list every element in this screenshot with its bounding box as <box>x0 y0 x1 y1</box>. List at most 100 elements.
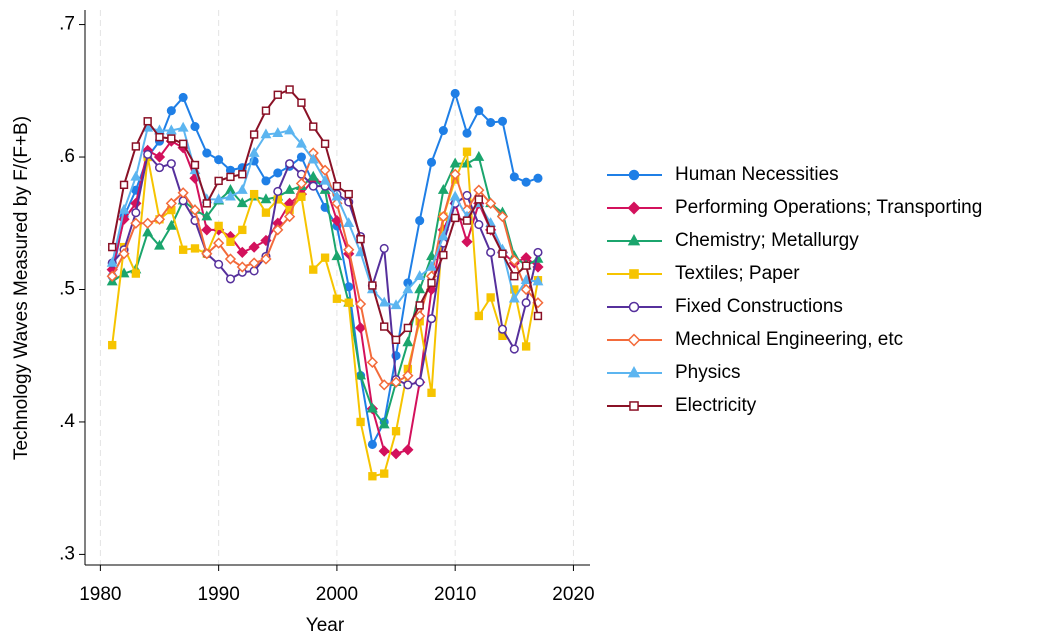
legend-label: Textiles; Paper <box>675 263 800 284</box>
data-point <box>485 197 497 210</box>
data-point <box>155 132 164 142</box>
data-point <box>390 448 402 460</box>
legend-label: Electricity <box>675 395 757 416</box>
data-point <box>307 153 319 164</box>
data-point <box>402 336 414 347</box>
data-point <box>415 301 424 310</box>
data-point <box>248 146 260 157</box>
data-point <box>261 208 271 217</box>
data-point <box>331 250 343 261</box>
data-point <box>368 281 377 290</box>
data-point <box>378 445 390 457</box>
data-point <box>236 184 248 194</box>
legend-marker <box>629 269 639 279</box>
data-point <box>213 193 225 204</box>
legend-marker <box>627 201 641 215</box>
legend-marker <box>627 366 641 378</box>
legend-marker <box>628 169 640 181</box>
data-point <box>344 298 353 307</box>
data-point <box>450 88 460 98</box>
x-tick-label: 2010 <box>434 584 476 605</box>
data-point <box>366 402 378 413</box>
data-point <box>224 253 237 265</box>
data-point <box>391 427 401 436</box>
data-point <box>165 124 177 135</box>
data-point <box>415 216 425 226</box>
data-point <box>462 190 472 200</box>
data-point <box>427 278 436 288</box>
data-point <box>319 174 331 185</box>
data-point <box>260 253 272 265</box>
data-point <box>272 224 284 236</box>
data-point <box>143 117 152 126</box>
data-point <box>154 163 165 173</box>
data-point <box>509 172 519 182</box>
data-point <box>354 322 367 334</box>
data-point <box>154 239 165 250</box>
data-point <box>261 106 271 115</box>
data-point <box>486 293 495 302</box>
data-point <box>520 283 532 296</box>
data-point <box>473 150 485 161</box>
data-point <box>309 122 318 131</box>
data-point <box>285 159 295 169</box>
data-point <box>260 193 272 204</box>
data-point <box>202 199 211 208</box>
data-point <box>309 265 318 274</box>
x-tick-label: 1990 <box>198 584 240 605</box>
data-point <box>249 189 259 199</box>
data-point <box>273 168 283 178</box>
data-point <box>474 311 483 321</box>
data-point <box>414 310 426 322</box>
data-point <box>427 388 436 397</box>
data-point <box>426 250 437 261</box>
data-point <box>354 298 367 310</box>
data-point <box>462 147 472 156</box>
data-point <box>131 208 141 218</box>
data-point <box>462 216 472 225</box>
data-point <box>225 274 236 284</box>
data-point <box>380 322 389 331</box>
data-point <box>437 211 449 223</box>
data-point <box>214 259 224 269</box>
legend-marker <box>628 301 640 313</box>
data-point <box>509 344 519 354</box>
data-point <box>320 253 330 262</box>
data-point <box>283 211 296 223</box>
data-point <box>284 184 296 194</box>
data-point <box>437 230 449 241</box>
data-point <box>426 157 437 167</box>
data-point <box>426 260 437 271</box>
data-point <box>497 324 508 334</box>
data-point <box>213 237 225 249</box>
data-point <box>118 267 130 278</box>
data-point <box>167 134 176 143</box>
data-point <box>295 177 308 190</box>
data-point <box>226 237 235 246</box>
data-point <box>214 221 223 231</box>
data-point <box>297 192 306 201</box>
data-point <box>403 380 413 390</box>
data-point <box>378 379 390 391</box>
data-point <box>390 299 402 310</box>
x-tick-label: 2000 <box>316 584 358 605</box>
data-point <box>201 248 213 260</box>
y-tick-label: .5 <box>59 279 75 300</box>
data-point <box>285 85 294 94</box>
data-point <box>449 157 461 168</box>
legend-label: Physics <box>675 362 740 383</box>
data-point <box>238 225 247 235</box>
data-point <box>402 369 414 382</box>
data-point <box>415 377 425 387</box>
data-point <box>378 418 390 429</box>
data-point <box>238 170 247 179</box>
data-point <box>118 203 130 214</box>
data-point <box>449 168 461 180</box>
legend-marker <box>629 401 639 411</box>
x-tick-label: 2020 <box>552 584 594 605</box>
data-point <box>142 217 154 229</box>
y-tick-label: .6 <box>59 146 75 167</box>
data-point <box>426 314 437 324</box>
data-point <box>520 274 532 285</box>
